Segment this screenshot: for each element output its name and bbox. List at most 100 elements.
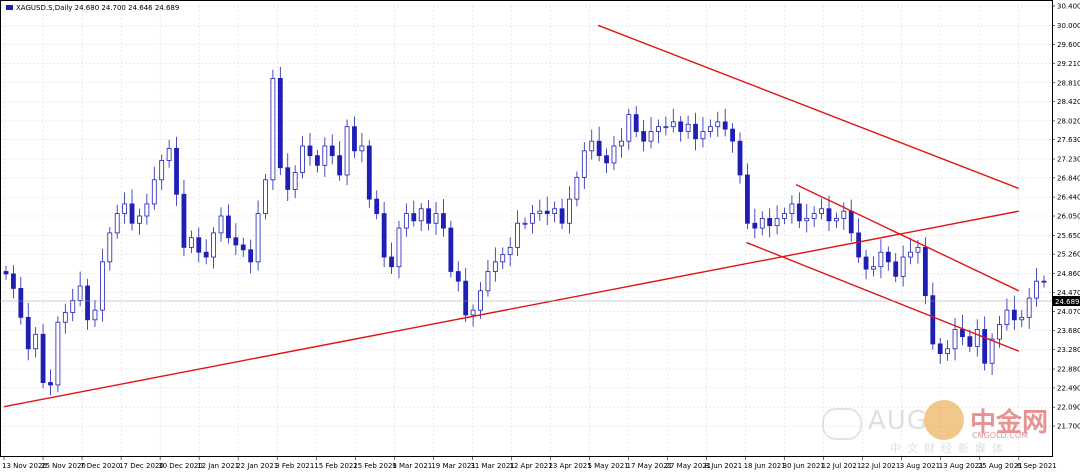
candle-body-down bbox=[863, 256, 869, 270]
y-tick-label: 25.260 bbox=[1057, 251, 1080, 259]
y-tick-label: 24.470 bbox=[1057, 289, 1080, 297]
candle-body-down bbox=[181, 193, 187, 248]
candle-body-up bbox=[552, 208, 558, 214]
x-tick-label: 12 Apr 2021 bbox=[509, 462, 552, 470]
candle-body-down bbox=[463, 280, 469, 316]
trendline-channel-lower[interactable] bbox=[746, 241, 1020, 352]
candle bbox=[670, 108, 676, 133]
candle-body-up bbox=[974, 329, 980, 347]
candle bbox=[574, 171, 580, 207]
candle bbox=[774, 205, 780, 235]
candle bbox=[633, 105, 639, 138]
candle bbox=[834, 212, 839, 229]
candle bbox=[70, 288, 76, 322]
x-tick-label: 17 Dec 2020 bbox=[119, 462, 164, 470]
x-tick-label: 22 Jan 2021 bbox=[236, 462, 278, 470]
candle-body-up bbox=[92, 309, 98, 321]
x-tick-label: 13 Nov 2020 bbox=[2, 462, 47, 470]
trendline-lower-support[interactable] bbox=[3, 210, 1019, 408]
candle-body-up bbox=[581, 150, 587, 178]
candle bbox=[77, 271, 83, 307]
candle bbox=[263, 174, 268, 220]
candle bbox=[218, 207, 224, 242]
candle-body-up bbox=[1004, 309, 1010, 326]
candle-body-up bbox=[433, 213, 439, 224]
candle-body-up bbox=[759, 218, 765, 229]
x-tick-label: 13 Aug 2021 bbox=[939, 462, 984, 470]
candle-body-up bbox=[774, 218, 780, 227]
candle bbox=[352, 116, 357, 159]
candle-body-down bbox=[314, 155, 320, 166]
candle bbox=[1034, 268, 1039, 307]
candle-body-up bbox=[470, 309, 476, 316]
candle-body-up bbox=[1026, 297, 1032, 318]
candle bbox=[33, 327, 39, 358]
candle bbox=[811, 206, 817, 228]
candle-body-up bbox=[270, 78, 276, 181]
candle bbox=[796, 192, 802, 229]
y-tick-label: 24.860 bbox=[1057, 270, 1080, 278]
candle-body-up bbox=[574, 176, 580, 200]
candle bbox=[411, 200, 417, 227]
candle bbox=[641, 119, 647, 152]
candle-body-up bbox=[500, 254, 506, 263]
candle bbox=[62, 303, 68, 334]
candle bbox=[700, 117, 706, 148]
candle bbox=[782, 207, 787, 225]
x-tick-label: 5 May 2021 bbox=[587, 462, 628, 470]
candle bbox=[952, 317, 958, 361]
x-tick-label: 19 Mar 2021 bbox=[431, 462, 475, 470]
candle-body-down bbox=[967, 336, 973, 347]
candle-body-up bbox=[811, 213, 817, 219]
y-tick-label: 22.490 bbox=[1057, 384, 1080, 392]
candle-body-down bbox=[233, 237, 239, 246]
trendline-channel-upper[interactable] bbox=[795, 183, 1020, 292]
candle bbox=[255, 200, 261, 271]
candle bbox=[226, 204, 231, 244]
candle bbox=[745, 163, 750, 230]
candle-body-up bbox=[819, 208, 824, 214]
candle-body-down bbox=[826, 208, 832, 222]
candle bbox=[403, 203, 409, 237]
candle bbox=[25, 302, 31, 361]
candle-body-up bbox=[952, 329, 958, 350]
candle-body-down bbox=[203, 251, 209, 258]
y-tick-label: 27.230 bbox=[1057, 156, 1080, 164]
candle-body-up bbox=[789, 203, 795, 214]
candle-body-down bbox=[337, 155, 343, 176]
candle bbox=[55, 316, 61, 393]
candle-body-up bbox=[537, 210, 543, 214]
candle bbox=[470, 304, 476, 327]
candle-body-up bbox=[685, 123, 691, 132]
candle-body-down bbox=[893, 261, 899, 277]
candle-body-down bbox=[544, 210, 550, 214]
candle-body-up bbox=[648, 131, 654, 142]
candle bbox=[11, 265, 16, 299]
x-tick-label: 9 Mar 2021 bbox=[392, 462, 432, 470]
candle-body-up bbox=[144, 203, 150, 217]
candle bbox=[819, 198, 824, 220]
candle bbox=[203, 239, 209, 265]
x-tick-label: 18 Jun 2021 bbox=[744, 462, 786, 470]
candle-body-down bbox=[1041, 280, 1047, 283]
candle bbox=[137, 208, 142, 235]
candle bbox=[752, 208, 758, 239]
candle-body-down bbox=[174, 148, 179, 195]
candle-body-up bbox=[589, 140, 595, 152]
candle bbox=[559, 198, 565, 230]
candle-body-down bbox=[455, 271, 461, 282]
x-tick-label: 3 Feb 2021 bbox=[275, 462, 314, 470]
candle bbox=[492, 247, 498, 282]
y-tick-label: 28.020 bbox=[1057, 117, 1080, 125]
trendline-upper-resistance[interactable] bbox=[597, 24, 1020, 190]
candle-body-up bbox=[359, 145, 365, 152]
candle bbox=[604, 148, 609, 174]
candle-body-up bbox=[166, 148, 172, 161]
candle bbox=[974, 319, 980, 357]
x-tick-label: 25 Feb 2021 bbox=[353, 462, 397, 470]
candle-body-down bbox=[11, 273, 16, 289]
x-tick-label: 6 Sep 2021 bbox=[1017, 462, 1057, 470]
candle bbox=[166, 139, 172, 168]
candle bbox=[322, 137, 328, 177]
